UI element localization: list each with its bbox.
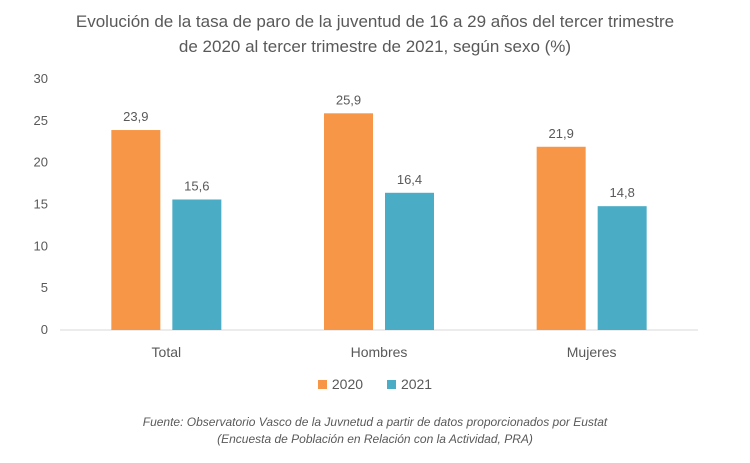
y-tick-label: 30 [34,71,48,86]
legend-label-2020: 2020 [331,376,364,392]
data-label: 16,4 [397,172,422,187]
y-tick-label: 5 [41,280,48,295]
legend-item-2020: 2020 [317,376,364,392]
bar-2020-mujeres [536,146,586,330]
data-label: 15,6 [184,178,209,193]
source-line-1: Fuente: Observatorio Vasco de la Juvnetu… [142,415,608,429]
data-label: 14,8 [610,185,635,200]
data-label: 25,9 [336,92,361,107]
y-tick-label: 20 [34,155,48,170]
bar-2021-hombres [385,192,434,330]
data-label: 23,9 [123,109,148,124]
legend-label-2021: 2021 [400,376,433,392]
bar-2021-total [172,199,222,330]
legend: 2020 2021 [0,376,750,392]
bar-2021-mujeres [597,206,647,330]
y-tick-label: 25 [34,113,48,128]
x-tick-label: Total [152,344,182,360]
y-tick-label: 10 [34,238,48,253]
plot-area: 0 5 10 15 20 25 30 Total 23,9 15,6 Hombres 25,9 16,4… [34,71,698,360]
legend-swatch-2020 [317,380,327,389]
y-tick-label: 15 [34,197,48,212]
legend-item-2021: 2021 [386,376,433,392]
chart-title-line-2: de 2020 al tercer trimestre de 2021, seg… [178,37,572,56]
legend-swatch-2021 [386,380,396,389]
x-tick-label: Hombres [351,344,408,360]
bar-2020-total [111,130,161,330]
chart-title-line-1: Evolución de la tasa de paro de la juven… [75,12,675,31]
y-tick-label: 0 [41,322,48,337]
bar-2020-hombres [324,113,373,330]
source-line-2: (Encuesta de Población en Relación con l… [217,432,533,446]
x-tick-label: Mujeres [567,344,617,360]
data-label: 21,9 [549,126,574,141]
